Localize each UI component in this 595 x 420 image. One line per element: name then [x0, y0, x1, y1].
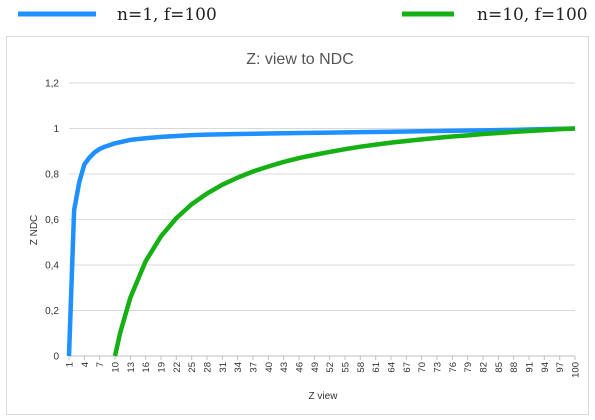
x-tick-label: 34 [233, 362, 244, 373]
x-tick-label: 100 [571, 362, 582, 378]
x-tick-label: 58 [356, 362, 367, 373]
x-tick-label: 67 [402, 362, 413, 373]
x-tick-label: 22 [172, 362, 183, 373]
x-tick-label: 76 [448, 362, 459, 373]
x-tick-label: 43 [279, 362, 290, 373]
x-tick-label: 88 [509, 362, 520, 373]
y-tick-label: 1 [53, 124, 59, 135]
grid [69, 82, 575, 357]
x-tick-label: 31 [218, 362, 229, 373]
x-tick-label: 97 [555, 362, 566, 373]
x-axis-ticks: 1 4 7 10 13 16 19 22 25 28 31 34 37 40 43 46 49 52 55 58 61 6… [65, 356, 582, 378]
y-tick-label: 0,8 [45, 170, 59, 181]
x-tick-label: 94 [540, 362, 551, 373]
chart-area-border [6, 36, 589, 415]
x-tick-label: 79 [463, 362, 474, 373]
series-line-1 [112, 126, 576, 357]
x-tick-label: 61 [371, 362, 382, 373]
x-tick-label: 1 [65, 362, 76, 367]
y-tick-label: 1,2 [45, 79, 59, 90]
y-tick-label: 0,4 [45, 261, 59, 272]
x-tick-label: 7 [95, 362, 106, 367]
x-tick-label: 16 [141, 362, 152, 373]
legend: n=1, f=100 n=10, f=100 [18, 5, 588, 25]
x-tick-label: 13 [126, 362, 137, 373]
x-tick-label: 10 [111, 362, 122, 373]
x-tick-label: 82 [479, 362, 490, 373]
y-tick-label: 0,6 [45, 215, 59, 226]
x-tick-label: 52 [325, 362, 336, 373]
y-axis-ticks: 0 0,2 0,4 0,6 0,8 1 1,2 [45, 79, 59, 363]
series [66, 126, 576, 357]
x-tick-label: 4 [80, 362, 91, 367]
x-tick-label: 37 [249, 362, 260, 373]
series-line-0 [66, 126, 576, 357]
legend-label-0: n=1, f=100 [117, 5, 217, 25]
x-tick-label: 19 [157, 362, 168, 373]
x-tick-label: 40 [264, 362, 275, 373]
x-tick-label: 55 [341, 362, 352, 373]
x-tick-label: 85 [494, 362, 505, 373]
x-tick-label: 91 [525, 362, 536, 373]
y-tick-label: 0 [53, 352, 59, 363]
chart-title: Z: view to NDC [246, 51, 354, 68]
x-tick-label: 73 [433, 362, 444, 373]
x-tick-label: 70 [417, 362, 428, 373]
y-tick-label: 0,2 [45, 306, 59, 317]
x-tick-label: 46 [295, 362, 306, 373]
x-tick-label: 28 [203, 362, 214, 373]
x-axis-label: Z view [309, 391, 339, 402]
x-tick-label: 49 [310, 362, 321, 373]
x-tick-label: 64 [387, 362, 398, 373]
x-tick-label: 25 [187, 362, 198, 373]
legend-label-1: n=10, f=100 [477, 5, 588, 25]
y-axis-label: Z NDC [29, 215, 40, 246]
